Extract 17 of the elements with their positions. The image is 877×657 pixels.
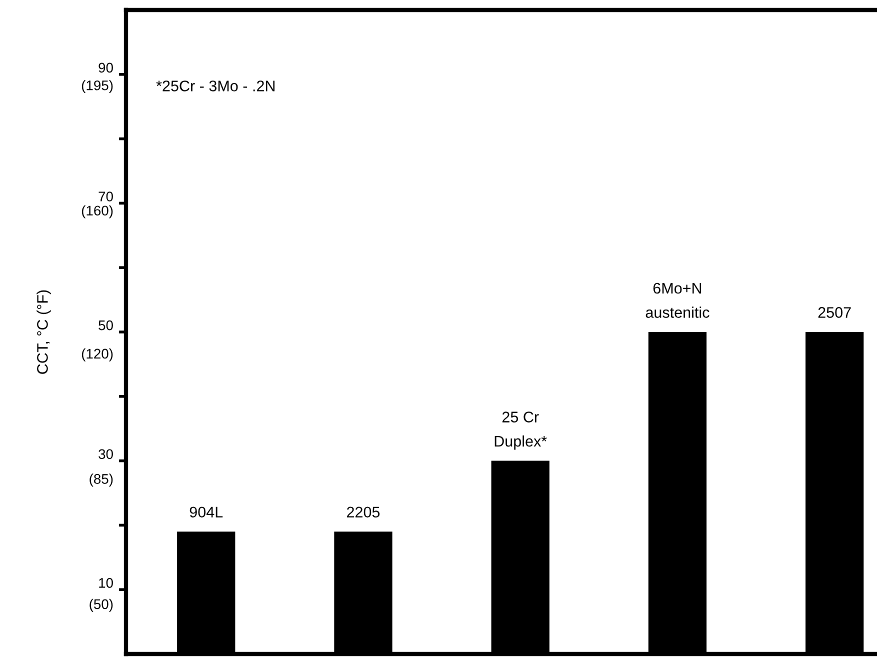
x-tick-label: 6Mo+N austenitic bbox=[646, 282, 710, 318]
x-tick-label: 904L bbox=[190, 506, 223, 518]
x-tick-label: 2205 bbox=[347, 506, 380, 518]
y-tick-label: 50 bbox=[98, 320, 113, 330]
annotation: *25Cr - 3Mo - .2N bbox=[156, 80, 274, 92]
y2-axis-title: CCT, °C (°F) bbox=[36, 290, 51, 374]
y2-tick-label: (120) bbox=[82, 348, 113, 362]
y-tick-label: 30 bbox=[98, 449, 113, 460]
y2-tick-label: (50) bbox=[90, 598, 113, 612]
y2-tick-label: (195) bbox=[82, 80, 113, 94]
y-tick-label: 90 bbox=[98, 62, 113, 73]
y-tick-label: 10 bbox=[99, 578, 113, 588]
x-tick-label: 2507 bbox=[818, 307, 851, 318]
y-tick-label: 70 bbox=[98, 192, 113, 202]
y2-tick-label: (160) bbox=[82, 205, 113, 218]
y2-tick-label: (85) bbox=[90, 474, 113, 487]
x-tick-label: 25 Cr Duplex* bbox=[494, 412, 547, 450]
